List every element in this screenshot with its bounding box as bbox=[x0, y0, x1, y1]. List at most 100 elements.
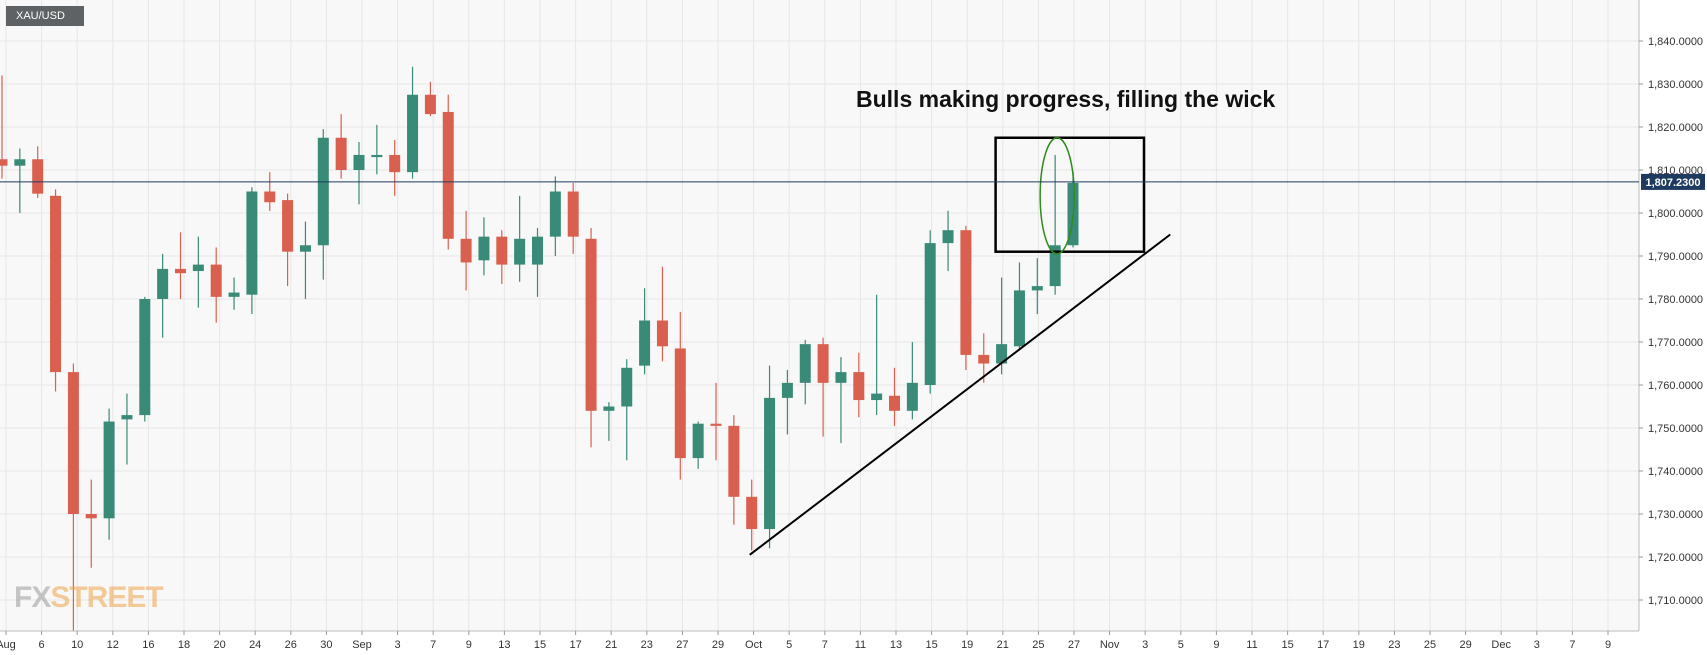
x-tick-label: 19 bbox=[1353, 639, 1365, 651]
candle bbox=[728, 415, 740, 525]
candle-body bbox=[532, 236, 543, 265]
x-tick-label: 15 bbox=[925, 639, 937, 651]
candle bbox=[621, 359, 633, 461]
x-tick-label: 9 bbox=[466, 639, 472, 651]
candle bbox=[656, 266, 668, 362]
chart-annotation-text: Bulls making progress, filling the wick bbox=[856, 86, 1276, 112]
candle-body bbox=[889, 395, 900, 411]
candle bbox=[960, 225, 972, 370]
candle-body bbox=[996, 344, 1008, 364]
candle bbox=[246, 187, 258, 315]
x-tick-label: 21 bbox=[605, 639, 617, 651]
x-tick-label: 30 bbox=[320, 639, 332, 651]
candle-body bbox=[0, 159, 8, 166]
candle-body bbox=[389, 154, 401, 173]
y-tick-label: 1,800.0000 bbox=[1648, 208, 1703, 220]
candle bbox=[639, 288, 651, 375]
plot-background bbox=[0, 0, 1639, 631]
candle-body bbox=[14, 159, 26, 166]
price-badge bbox=[1641, 173, 1705, 190]
candle-body bbox=[175, 268, 186, 274]
candle-body bbox=[853, 372, 865, 401]
candle-body bbox=[514, 238, 526, 265]
candle-body bbox=[478, 236, 490, 261]
candle bbox=[1031, 258, 1043, 315]
x-tick-label: 9 bbox=[1605, 639, 1611, 651]
candle bbox=[139, 296, 151, 422]
candle-body bbox=[799, 344, 811, 383]
candle-body bbox=[335, 137, 347, 170]
candle-body bbox=[442, 111, 454, 239]
x-tick-label: 13 bbox=[890, 639, 902, 651]
candle-body bbox=[906, 382, 918, 411]
candle bbox=[50, 189, 62, 392]
candle-body bbox=[264, 191, 276, 203]
fxstreet-logo: FXSTREET bbox=[14, 581, 164, 615]
candle-body bbox=[692, 423, 704, 459]
candle bbox=[603, 402, 615, 441]
y-tick-label: 1,740.0000 bbox=[1648, 466, 1703, 478]
candle bbox=[317, 129, 329, 280]
wick-ellipse bbox=[1039, 137, 1075, 255]
candle bbox=[210, 247, 222, 323]
candle bbox=[567, 182, 579, 254]
candle bbox=[460, 210, 472, 291]
candle-body bbox=[210, 264, 222, 297]
candle bbox=[942, 210, 954, 272]
candle bbox=[817, 337, 829, 437]
candle-body bbox=[371, 154, 383, 158]
candle-body bbox=[228, 292, 240, 297]
y-tick-label: 1,840.0000 bbox=[1648, 36, 1703, 48]
candle bbox=[799, 339, 811, 405]
candle-body bbox=[781, 382, 793, 398]
candle-body bbox=[817, 344, 829, 383]
candle-body bbox=[674, 348, 686, 459]
x-tick-label: Sep bbox=[352, 639, 372, 651]
x-tick-label: 9 bbox=[1213, 639, 1219, 651]
candle bbox=[871, 294, 883, 416]
candle-body bbox=[567, 191, 579, 237]
candle bbox=[764, 365, 776, 549]
candle bbox=[32, 146, 44, 198]
candle bbox=[103, 408, 115, 540]
y-tick-label: 1,750.0000 bbox=[1648, 423, 1703, 435]
x-tick-label: 7 bbox=[1569, 639, 1575, 651]
candle bbox=[424, 81, 436, 117]
logo-part-fx: FX bbox=[14, 581, 51, 614]
x-tick-label: Dec bbox=[1491, 639, 1511, 651]
x-tick-label: 18 bbox=[178, 639, 190, 651]
x-tick-label: 26 bbox=[285, 639, 297, 651]
candle bbox=[299, 221, 311, 299]
x-tick-label: 25 bbox=[1032, 639, 1044, 651]
x-tick-label: 3 bbox=[1534, 639, 1540, 651]
candle-body bbox=[50, 195, 62, 373]
x-tick-label: 15 bbox=[1281, 639, 1293, 651]
candle-body bbox=[764, 397, 776, 530]
overlays bbox=[749, 136, 1171, 556]
y-tick-label: 1,790.0000 bbox=[1648, 251, 1703, 263]
highlight-box bbox=[994, 136, 1146, 253]
candle-body bbox=[121, 415, 133, 420]
y-tick-label: 1,830.0000 bbox=[1648, 79, 1703, 91]
candle-body bbox=[603, 406, 615, 411]
x-tick-label: 11 bbox=[1246, 639, 1257, 651]
candle bbox=[157, 253, 169, 338]
candle-body bbox=[192, 264, 204, 272]
xaxis-background bbox=[0, 631, 1639, 655]
candle-body bbox=[585, 238, 597, 411]
x-tick-label: 21 bbox=[997, 639, 1009, 651]
candle-body bbox=[85, 514, 97, 519]
x-tick-label: 15 bbox=[534, 639, 546, 651]
x-tick-label: 29 bbox=[1459, 639, 1471, 651]
y-tick-label: 1,820.0000 bbox=[1648, 122, 1703, 134]
axis-background bbox=[1639, 0, 1707, 655]
logo-part-street: STREET bbox=[50, 581, 163, 614]
x-tick-label: 10 bbox=[71, 639, 83, 651]
y-tick-label: 1,760.0000 bbox=[1648, 380, 1703, 392]
candle bbox=[674, 311, 686, 480]
y-tick-label: 1,770.0000 bbox=[1648, 337, 1703, 349]
y-tick-label: 1,720.0000 bbox=[1648, 552, 1703, 564]
candle-body bbox=[656, 320, 668, 347]
x-tick-label: 27 bbox=[1068, 639, 1080, 651]
